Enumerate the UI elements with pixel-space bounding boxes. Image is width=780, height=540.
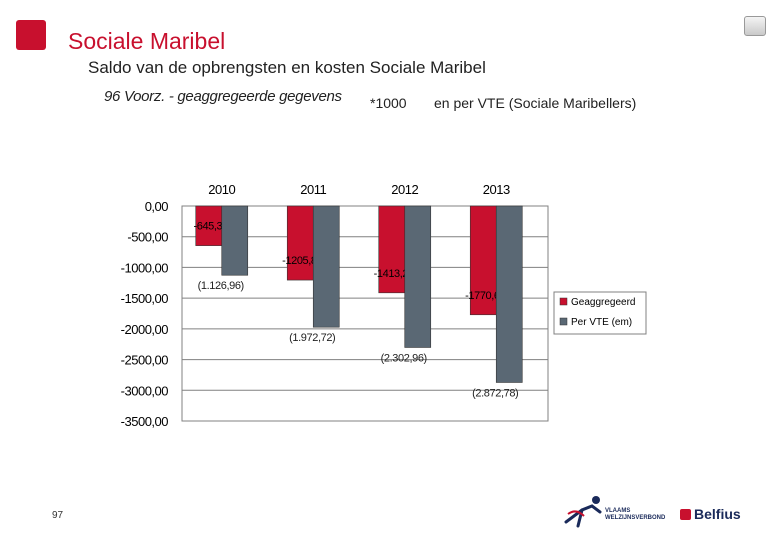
bar-geaggregeerd-2010: [195, 205, 223, 246]
page-title: Sociale Maribel: [68, 28, 226, 54]
data-label: -1413,27: [374, 268, 415, 280]
x-category-label: 2013: [483, 182, 510, 197]
belfius-logo: Belfius: [680, 506, 741, 522]
x-category-label: 2011: [300, 182, 326, 197]
bar-per-vte-2013: [495, 205, 523, 383]
data-label: -1770,67: [465, 290, 506, 302]
y-tick-label: -3500,00: [121, 414, 169, 429]
bar-per-vte-2012: [404, 205, 432, 348]
data-label: -1205,85: [282, 255, 323, 267]
legend-swatch: [559, 297, 568, 306]
page-number: 97: [52, 510, 64, 521]
page-subtitle: Saldo van de opbrengsten en kosten Socia…: [88, 58, 486, 77]
y-tick-label: -500,00: [127, 230, 168, 245]
y-tick-label: -1500,00: [121, 291, 169, 306]
y-tick-label: 0,00: [145, 199, 169, 214]
bar-geaggregeerd-2011: [286, 205, 314, 281]
x-category-label: 2012: [391, 182, 418, 197]
legend-swatch: [559, 317, 568, 326]
red-square-logo: [16, 20, 46, 50]
bar-geaggregeerd-2012: [378, 205, 406, 294]
y-tick-label: -3000,00: [121, 383, 169, 398]
vlaams-welzijnsverbond-logo-icon: [564, 496, 602, 528]
bar-per-vte-2010: [221, 205, 249, 276]
slide-nav-button[interactable]: [744, 16, 766, 36]
figure-label: 96 Voorz. - geaggregeerde gegevens: [104, 88, 342, 105]
data-label: (2.302,96): [381, 352, 427, 364]
unit-note: *1000: [370, 95, 407, 111]
belfius-logo-text: Belfius: [694, 506, 741, 522]
y-tick-label: -1000,00: [121, 260, 169, 275]
y-tick-label: -2500,00: [121, 353, 169, 368]
x-category-label: 2010: [208, 182, 235, 197]
data-label: (2.872,78): [472, 387, 518, 399]
belfius-mark-icon: [680, 509, 691, 520]
legend-box: [553, 291, 647, 335]
vte-note: en per VTE (Sociale Maribellers): [434, 95, 637, 111]
data-label: -645,32: [193, 221, 228, 233]
data-label: (1.972,72): [289, 332, 335, 344]
bar-geaggregeerd-2013: [469, 205, 497, 316]
y-tick-label: -2000,00: [121, 322, 169, 337]
vlaams-welzijnsverbond-text: VLAAMS WELZIJNSVERBOND: [605, 508, 666, 521]
legend-label: Geaggregeerd: [571, 297, 636, 308]
legend-label: Per VTE (em): [571, 317, 632, 328]
bar-per-vte-2011: [312, 205, 340, 328]
data-label: (1.126,96): [198, 280, 244, 292]
